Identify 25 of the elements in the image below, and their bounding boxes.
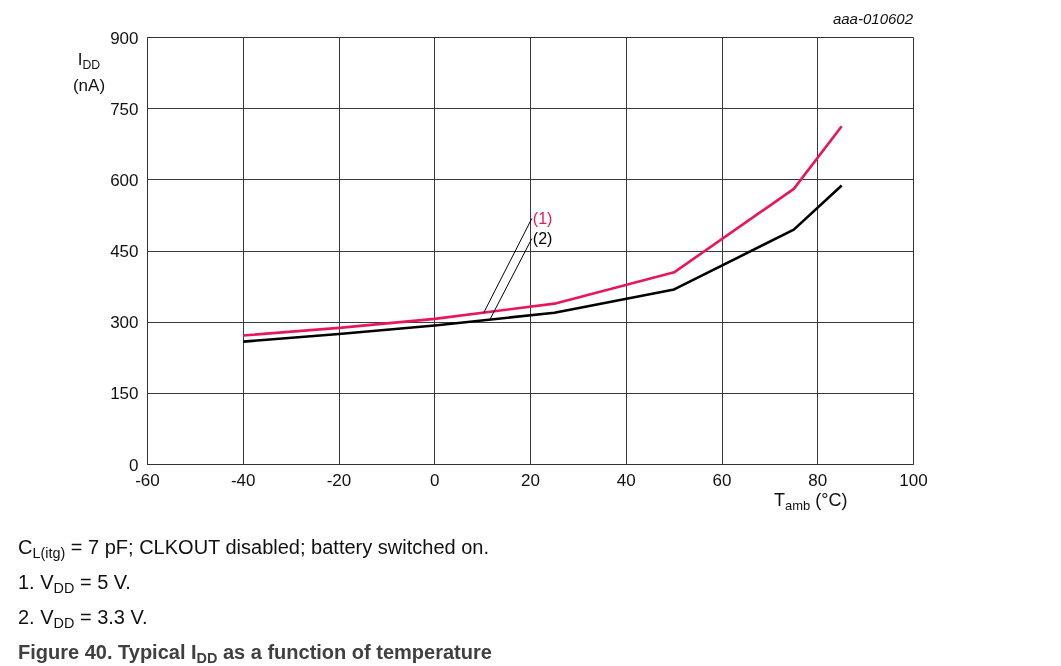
y-axis-title: I$_{DD}$ (nA) xyxy=(71,49,107,97)
x-tick-label: 20 xyxy=(521,470,540,490)
x-axis-title: T$_{amb}$ (°C) xyxy=(774,490,848,513)
text: aaa-010602 xyxy=(831,10,913,27)
text: Figure 40. Typical I$_{DD}$ as a function of temperature xyxy=(18,640,492,666)
x-tick-label: 0 xyxy=(430,470,440,490)
line-series xyxy=(241,124,843,337)
y-tick-label: 450 xyxy=(110,242,139,261)
x-tick-label: -20 xyxy=(326,470,352,490)
text: 2. V$_{DD}$ = 3.3 V. xyxy=(18,605,149,634)
y-tick-label: 900 xyxy=(110,28,139,48)
y-tick-label: 150 xyxy=(110,384,139,404)
x-tick-label: 40 xyxy=(616,470,636,490)
line-series xyxy=(241,184,843,343)
text: 1. V$_{DD}$ = 5 V. xyxy=(18,570,132,599)
text: C$_{L(itg)}$ = 7 pF; CLKOUT disabled; battery switched on. xyxy=(18,535,490,564)
y-tick-label: 600 xyxy=(110,170,139,190)
x-tick-label: 100 xyxy=(899,470,928,490)
text: (2) xyxy=(532,230,553,248)
x-tick-label: 60 xyxy=(712,470,732,490)
x-tick-label: 80 xyxy=(808,470,828,490)
text: (1) xyxy=(532,210,553,228)
y-tick-label: 300 xyxy=(110,313,139,333)
x-tick-label: -40 xyxy=(230,470,256,490)
y-tick-label: 750 xyxy=(110,99,139,119)
